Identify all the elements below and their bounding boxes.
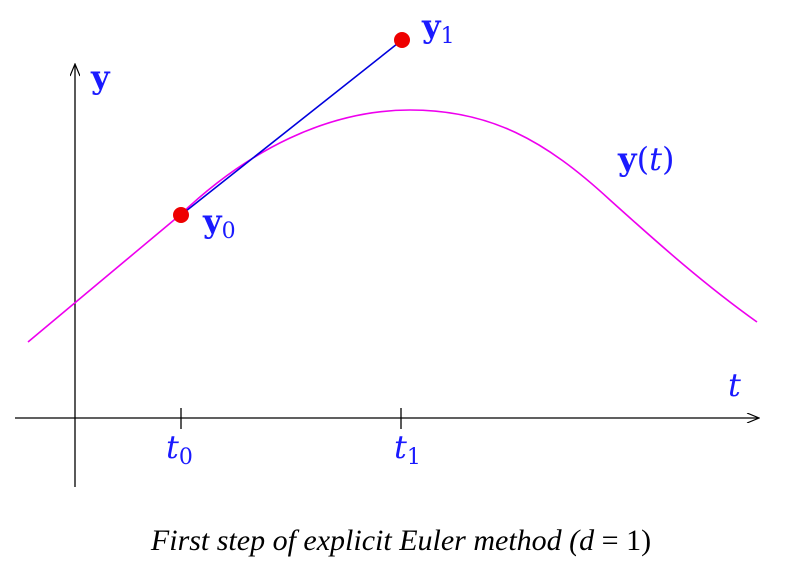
curve-label: y(t) — [617, 140, 674, 178]
euler-tangent-line — [180, 39, 403, 216]
point-y1 — [394, 32, 410, 48]
solution-curve — [27, 109, 758, 343]
point-y0 — [173, 207, 189, 223]
label-y1: y1 — [421, 7, 455, 49]
label-y0: y0 — [202, 202, 236, 244]
y-axis-label: y — [90, 58, 111, 96]
tick-label-t0: t0 — [166, 428, 193, 470]
tick-label-t1: t1 — [394, 428, 421, 470]
caption: First step of explicit Euler method (d =… — [150, 524, 651, 557]
t-axis-label: t — [728, 366, 741, 404]
